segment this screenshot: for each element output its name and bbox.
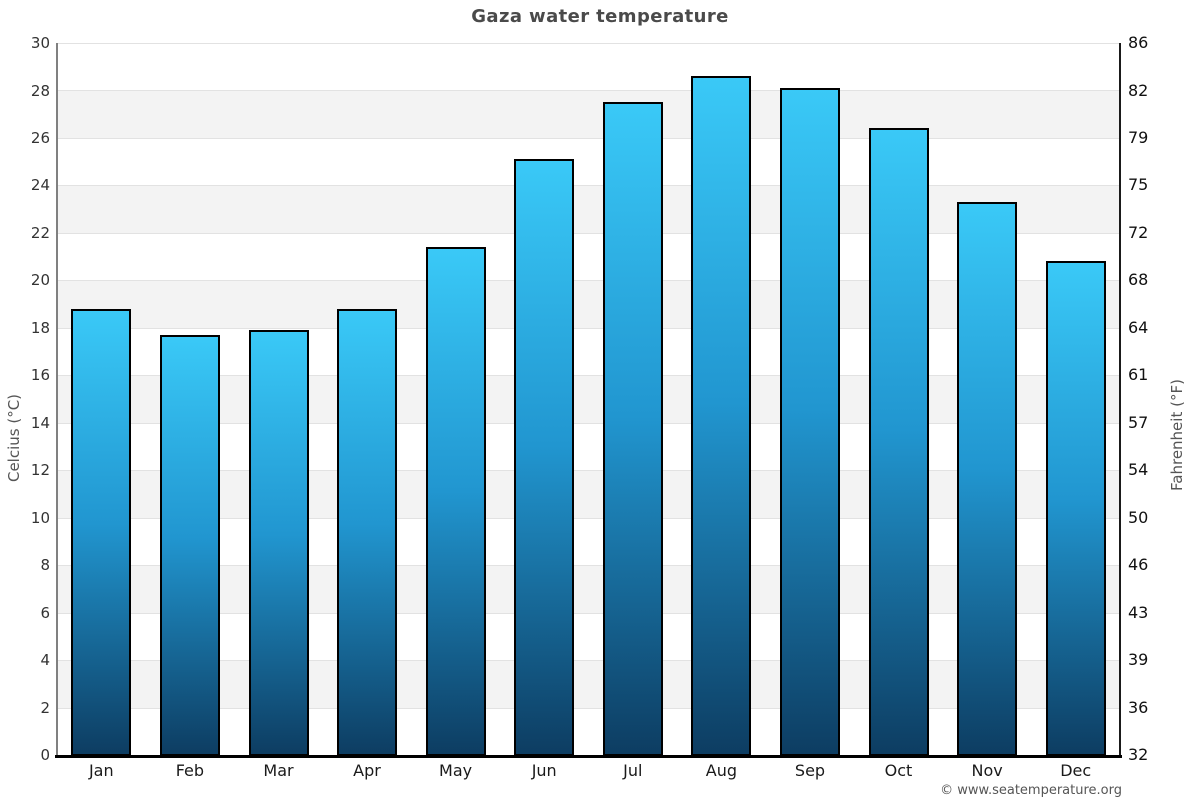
grid-band	[57, 43, 1120, 91]
grid-band	[57, 137, 1120, 186]
bar-feb	[159, 334, 220, 756]
grid-band	[57, 660, 1120, 708]
y-tick-right-50: 50	[1128, 507, 1149, 527]
x-tick-oct: Oct	[884, 761, 913, 780]
y-tick-left-10: 10	[30, 508, 50, 527]
plot-area	[57, 43, 1120, 756]
grid-band	[57, 327, 1120, 376]
grid-band	[57, 612, 1120, 661]
y-tick-left-20: 20	[30, 271, 50, 290]
x-tick-sep: Sep	[794, 761, 826, 780]
y-tick-right-36: 36	[1128, 697, 1149, 717]
y-tick-left-24: 24	[30, 176, 50, 195]
bar-may	[425, 247, 486, 756]
grid-band	[57, 470, 1120, 518]
bar-dec	[1045, 261, 1106, 756]
x-tick-jul: Jul	[623, 761, 643, 780]
bar-jun	[514, 159, 575, 756]
y-tick-left-22: 22	[30, 223, 50, 242]
y-tick-left-8: 8	[40, 556, 50, 575]
grid-band	[57, 375, 1120, 423]
y-tick-left-28: 28	[30, 81, 50, 100]
chart-title: Gaza water temperature	[471, 6, 729, 27]
bar-jan	[71, 308, 132, 756]
x-tick-jun: Jun	[531, 761, 557, 780]
y-tick-right-64: 64	[1128, 317, 1149, 337]
bar-oct	[868, 128, 929, 756]
y-tick-right-43: 43	[1128, 602, 1149, 622]
grid-band	[57, 90, 1120, 138]
y-tick-left-4: 4	[40, 651, 50, 670]
grid-band	[57, 280, 1120, 328]
y-tick-right-46: 46	[1128, 555, 1149, 575]
y-tick-right-57: 57	[1128, 412, 1149, 432]
bar-mar	[248, 330, 309, 756]
x-tick-mar: Mar	[263, 761, 294, 780]
y-tick-right-61: 61	[1128, 365, 1149, 385]
bar-sep	[780, 88, 840, 756]
y-tick-right-79: 79	[1128, 127, 1149, 147]
bar-aug	[691, 76, 752, 756]
x-tick-aug: Aug	[705, 761, 738, 780]
x-tick-may: May	[439, 761, 473, 780]
grid-band	[57, 232, 1120, 281]
y-tick-right-32: 32	[1128, 745, 1149, 764]
x-axis-line	[55, 755, 1122, 758]
grid-band	[57, 707, 1120, 755]
y-tick-right-54: 54	[1128, 460, 1149, 480]
x-tick-apr: Apr	[353, 761, 381, 780]
grid-band	[57, 517, 1120, 566]
y-tick-left-6: 6	[40, 603, 50, 622]
bar-nov	[957, 202, 1018, 756]
grid-band	[57, 185, 1120, 233]
bar-jul	[602, 102, 663, 756]
y-axis-line-left	[56, 43, 58, 755]
y-axis-line-right	[1119, 43, 1121, 758]
y-tick-left-12: 12	[30, 461, 50, 480]
y-tick-left-16: 16	[30, 366, 50, 385]
grid-band	[57, 565, 1120, 613]
x-tick-feb: Feb	[175, 761, 205, 780]
copyright-credit: © www.seatemperature.org	[940, 783, 1122, 798]
x-tick-nov: Nov	[971, 761, 1003, 780]
y-tick-right-86: 86	[1128, 33, 1149, 52]
y-tick-left-26: 26	[30, 128, 50, 147]
grid-band	[57, 422, 1120, 471]
x-tick-dec: Dec	[1060, 761, 1092, 780]
y-tick-left-30: 30	[30, 34, 50, 52]
y-tick-right-75: 75	[1128, 175, 1149, 195]
y-tick-right-39: 39	[1128, 650, 1149, 670]
y-tick-right-82: 82	[1128, 80, 1149, 100]
y-tick-left-18: 18	[30, 318, 50, 337]
y-tick-right-72: 72	[1128, 222, 1149, 242]
bar-apr	[337, 308, 397, 756]
y-tick-left-14: 14	[30, 413, 50, 432]
y-tick-left-2: 2	[40, 698, 50, 717]
y-tick-left-0: 0	[40, 746, 50, 764]
y-tick-right-68: 68	[1128, 270, 1149, 290]
x-tick-jan: Jan	[88, 761, 114, 780]
